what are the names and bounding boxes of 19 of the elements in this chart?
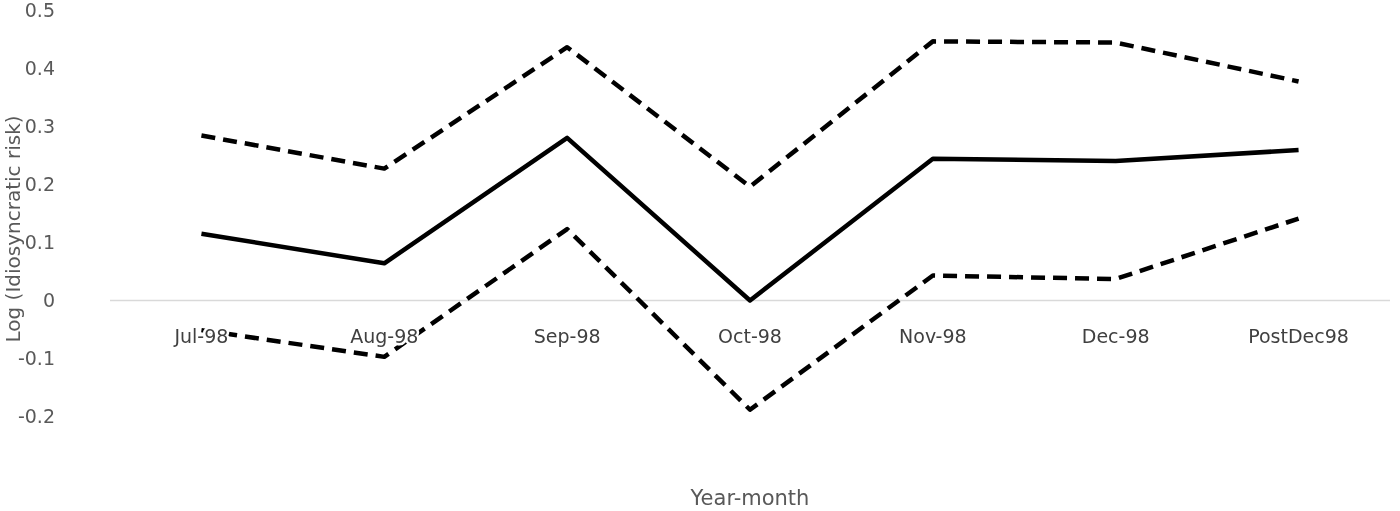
x-tick-label: Sep-98	[533, 324, 601, 347]
y-tick-label: 0	[42, 289, 55, 312]
y-tick-label: 0.5	[24, 0, 55, 21]
line-series	[199, 39, 1301, 189]
y-tick-label: 0.3	[24, 114, 55, 137]
x-tick-label: Dec-98	[1081, 324, 1150, 347]
x-tick-label: Aug-98	[350, 324, 419, 347]
line-series	[199, 135, 1301, 303]
y-tick-label: -0.2	[17, 405, 55, 428]
x-tick-label: Nov-98	[899, 324, 967, 347]
y-tick-label: 0.4	[24, 56, 55, 79]
y-tick-label: -0.1	[17, 347, 55, 370]
x-axis-title: Year-month	[689, 486, 810, 510]
x-tick-label: Oct-98	[718, 324, 782, 347]
x-tick-label: Jul-98	[173, 324, 229, 347]
y-tick-label: 0.2	[24, 172, 55, 195]
y-tick-label: 0.1	[24, 231, 55, 254]
x-tick-label: PostDec98	[1248, 324, 1349, 347]
y-axis-title: Log (Idiosyncratic risk)	[1, 115, 25, 343]
